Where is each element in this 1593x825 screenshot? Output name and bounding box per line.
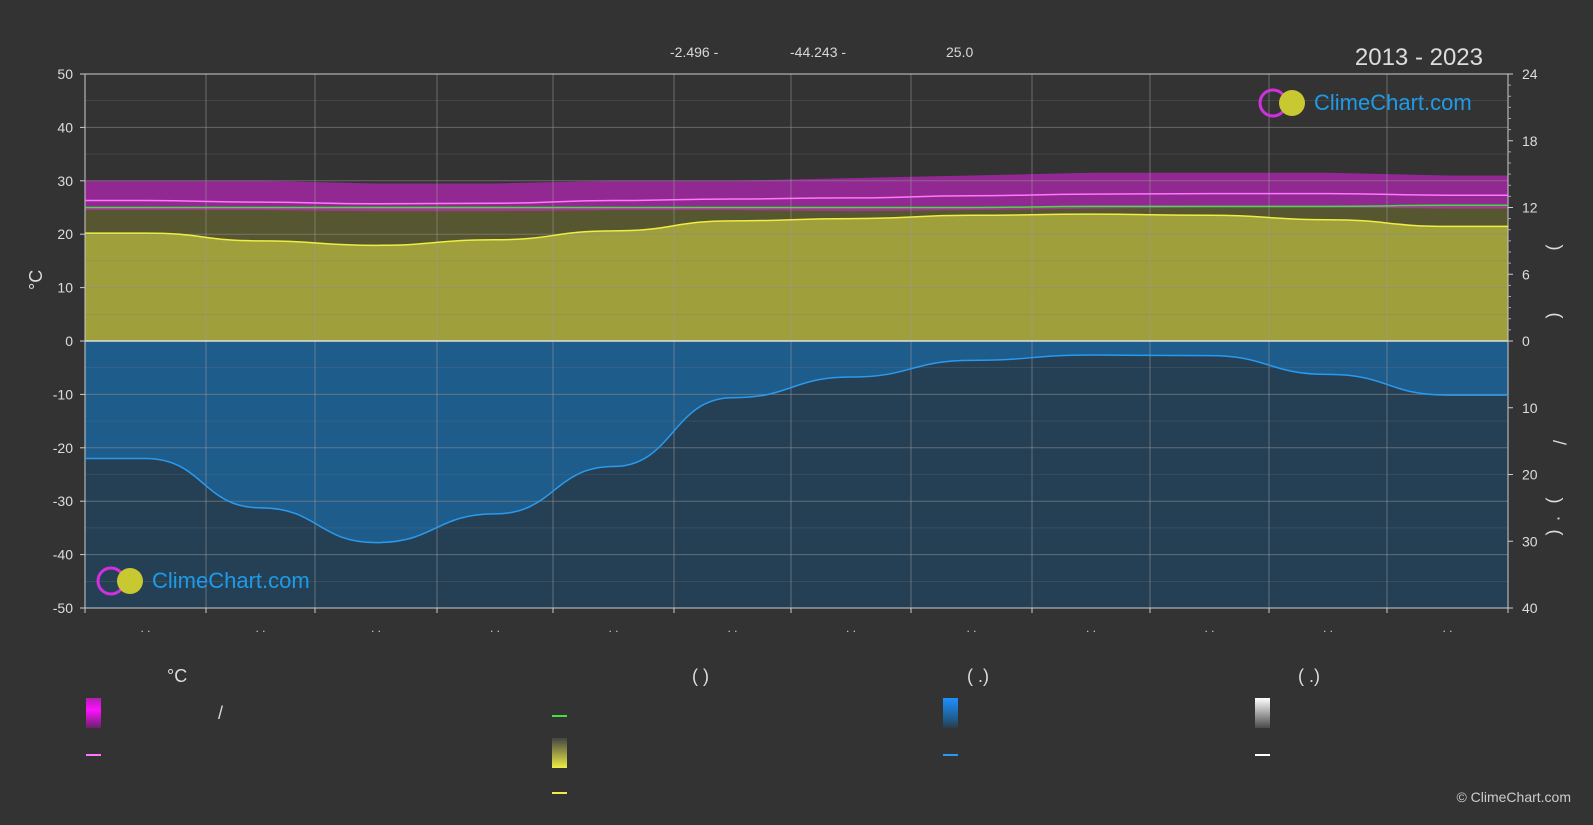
longitude-label: -44.243 - [790, 44, 847, 60]
latitude-label: -2.496 - [670, 44, 719, 60]
right-lower-glyph-slash: / [1549, 439, 1570, 446]
temperature-range-band [85, 172, 1508, 212]
right-tick-label: 30 [1522, 533, 1538, 549]
month-tick-label: . . [608, 621, 618, 635]
daylight-line [85, 204, 1508, 209]
legend-swatch-daylight [552, 715, 567, 717]
month-tick-label: . . [140, 621, 150, 635]
legend-heading-sunshine: ( ) [692, 666, 709, 686]
legend-swatch-sunshine-mean [552, 792, 567, 794]
left-tick-label: 40 [57, 119, 73, 135]
month-tick-label: . . [490, 621, 500, 635]
right-lower-glyph-dot: · [1549, 515, 1570, 522]
logo-top[interactable]: ClimeChart.com [1258, 88, 1472, 118]
left-tick-label: 20 [57, 226, 73, 242]
logo-bottom[interactable]: ClimeChart.com [96, 566, 310, 596]
right-tick-label: 10 [1522, 400, 1538, 416]
left-tick-label: 10 [57, 280, 73, 296]
month-tick-label: . . [371, 621, 381, 635]
logo-icon [96, 566, 143, 596]
right-tick-label: 12 [1522, 200, 1538, 216]
legend-heading-snow: ( .) [1298, 666, 1320, 686]
left-tick-label: -50 [53, 600, 73, 616]
logo-text: ClimeChart.com [1314, 90, 1472, 115]
left-tick-label: 50 [57, 66, 73, 82]
legend-swatch-snow [1255, 698, 1270, 728]
month-tick-label: . . [1086, 621, 1096, 635]
left-tick-label: -20 [53, 440, 73, 456]
legend-heading-rain: ( .) [967, 666, 989, 686]
legend-swatch-temp-range [86, 698, 101, 728]
left-tick-label: -10 [53, 386, 73, 402]
month-tick-label: . . [1442, 621, 1452, 635]
legend-swatch-temp-mean [86, 754, 101, 756]
month-tick-label: . . [1204, 621, 1214, 635]
right-upper-glyph-close: ( [1545, 312, 1566, 319]
month-tick-label: . . [846, 621, 856, 635]
month-tick-label: . . [966, 621, 976, 635]
logo-text: ClimeChart.com [152, 568, 310, 593]
rain-line [85, 354, 1508, 544]
sunshine-area [85, 214, 1508, 341]
right-lower-glyph-open: ( [1545, 529, 1566, 536]
right-tick-label: 24 [1522, 66, 1538, 82]
sunshine-line [84, 213, 1508, 247]
legend-swatch-rain-mean [943, 754, 958, 756]
elevation-label: 25.0 [946, 44, 974, 60]
month-tick-label: . . [1323, 621, 1333, 635]
legend-slash: / [218, 703, 224, 723]
logo-icon [1258, 88, 1305, 118]
left-tick-label: -40 [53, 547, 73, 563]
year-range: 2013 - 2023 [1354, 44, 1483, 71]
right-tick-label: 0 [1522, 333, 1530, 349]
copyright[interactable]: © ClimeChart.com [1456, 789, 1571, 805]
left-tick-label: 0 [65, 333, 73, 349]
left-axis-unit: °C [26, 269, 46, 290]
rain-area [85, 341, 1508, 543]
left-tick-label: 30 [57, 173, 73, 189]
right-tick-label: 20 [1522, 467, 1538, 483]
legend-swatch-sunshine [552, 738, 567, 768]
right-tick-label: 40 [1522, 600, 1538, 616]
right-lower-glyph-close: ) [1545, 497, 1566, 504]
left-tick-label: -30 [53, 493, 73, 509]
legend-swatch-snow-mean [1255, 754, 1270, 756]
month-tick-label: . . [727, 621, 737, 635]
legend-heading-temperature: °C [167, 666, 188, 686]
temperature-mean-line [84, 192, 1508, 205]
right-upper-glyph-open: ) [1545, 244, 1566, 251]
month-tick-label: . . [255, 621, 265, 635]
right-tick-label: 18 [1522, 133, 1538, 149]
right-tick-label: 6 [1522, 266, 1530, 282]
legend-swatch-rain [943, 698, 958, 728]
